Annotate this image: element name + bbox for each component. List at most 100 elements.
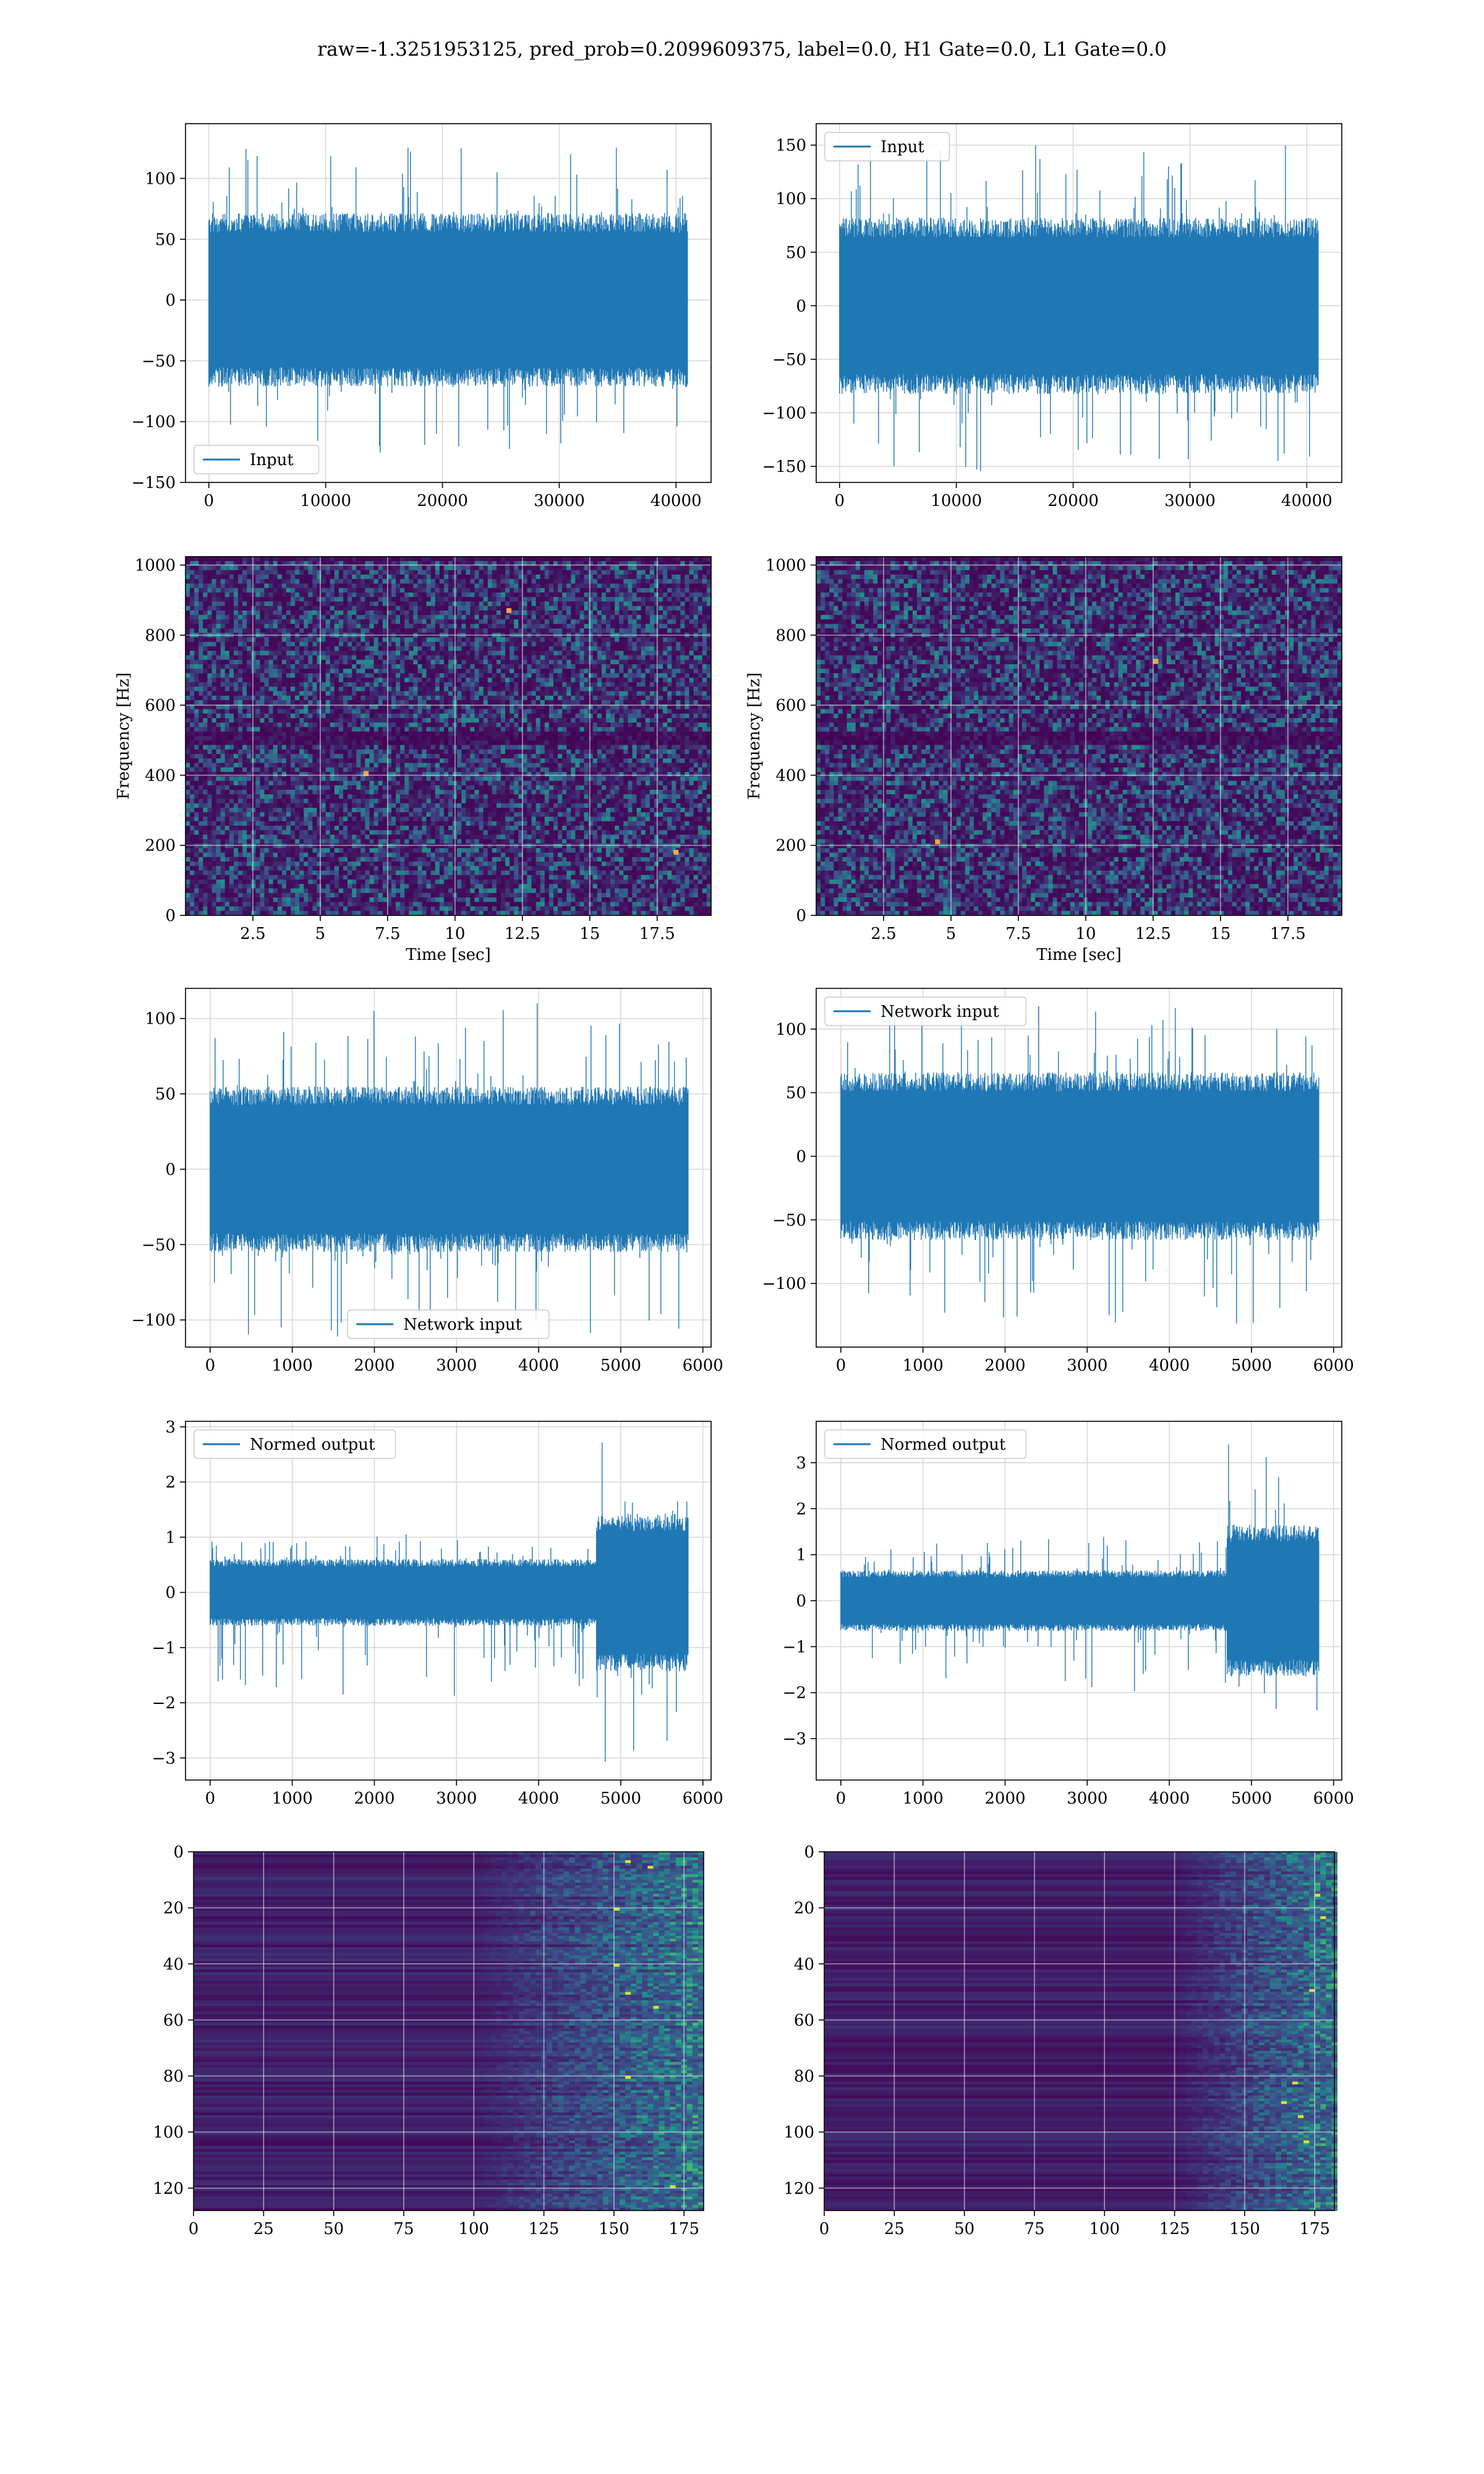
heatmap-cell	[466, 584, 471, 589]
heatmap-cell	[186, 566, 190, 571]
heatmap-cell	[295, 664, 300, 669]
heatmap-cell	[440, 579, 445, 584]
heatmap-cell	[391, 615, 396, 620]
heatmap-cell	[466, 575, 471, 580]
heatmap-cell	[470, 579, 475, 584]
heatmap-cell	[251, 620, 256, 625]
heatmap-cell	[207, 624, 212, 629]
heatmap-cell	[225, 584, 230, 589]
heatmap-cell	[527, 664, 532, 669]
heatmap-cell	[352, 651, 357, 656]
heatmap-cell	[417, 588, 422, 593]
heatmap-cell	[295, 566, 300, 571]
heatmap-cell	[225, 597, 230, 602]
heatmap-cell	[580, 584, 585, 589]
heatmap-cell	[282, 597, 287, 602]
heatmap-cell	[404, 579, 409, 584]
heatmap-cell	[663, 651, 668, 656]
heatmap-cell	[269, 638, 274, 643]
heatmap-cell	[291, 615, 296, 620]
heatmap-cell	[422, 624, 427, 629]
heatmap-cell	[374, 579, 379, 584]
heatmap-cell	[505, 579, 510, 584]
heatmap-cell	[593, 588, 598, 593]
heatmap-cell	[317, 615, 322, 620]
heatmap-cell	[238, 615, 243, 620]
heatmap-cell	[295, 651, 300, 656]
heatmap-cell	[404, 570, 409, 575]
heatmap-cell	[365, 588, 370, 593]
heatmap-cell	[522, 610, 527, 615]
heatmap-cell	[558, 593, 563, 597]
heatmap-cell	[545, 597, 550, 602]
heatmap-cell	[619, 570, 624, 575]
heatmap-cell	[492, 642, 497, 647]
heatmap-cell	[676, 638, 681, 643]
heatmap-cell	[225, 638, 230, 643]
heatmap-cell	[322, 606, 326, 611]
heatmap-cell	[663, 642, 668, 647]
heatmap-cell	[628, 610, 633, 615]
heatmap-cell	[628, 651, 633, 656]
x-tick-label: 40000	[650, 492, 702, 510]
heatmap-cell	[365, 628, 370, 633]
heatmap-cell	[558, 579, 563, 584]
heatmap-cell	[527, 628, 532, 633]
y-tick-label: 150	[775, 137, 806, 155]
heatmap-cell	[435, 557, 440, 562]
heatmap-cell	[198, 606, 203, 611]
heatmap-cell	[501, 620, 506, 625]
heatmap-cell	[370, 664, 375, 669]
heatmap-cell	[606, 624, 611, 629]
heatmap-cell	[286, 615, 291, 620]
heatmap-cell	[650, 615, 655, 620]
heatmap-cell	[335, 602, 339, 607]
heatmap-cell	[278, 628, 283, 633]
heatmap-cell	[383, 642, 388, 647]
heatmap-cell	[356, 628, 361, 633]
heatmap-cell	[610, 615, 615, 620]
heatmap-cell	[702, 656, 707, 661]
heatmap-cell	[527, 575, 532, 580]
heatmap-cell	[255, 646, 260, 651]
heatmap-cell	[444, 602, 449, 607]
heatmap-cell	[317, 593, 322, 597]
heatmap-cell	[409, 570, 414, 575]
heatmap-cell	[510, 646, 514, 651]
heatmap-cell	[229, 628, 234, 633]
heatmap-cell	[278, 651, 283, 656]
heatmap-cell	[435, 646, 440, 651]
heatmap-cell	[212, 566, 217, 571]
heatmap-cell	[251, 584, 256, 589]
heatmap-cell	[580, 588, 585, 593]
heatmap-cell	[549, 610, 554, 615]
heatmap-cell	[400, 570, 405, 575]
heatmap-cell	[659, 664, 663, 669]
heatmap-cell	[427, 628, 432, 633]
heatmap-cell	[562, 593, 567, 597]
heatmap-cell	[558, 606, 563, 611]
heatmap-cell	[391, 660, 396, 665]
heatmap-cell	[575, 664, 580, 669]
heatmap-cell	[431, 606, 436, 611]
heatmap-cell	[545, 570, 550, 575]
heatmap-cell	[295, 584, 300, 589]
heatmap-cell	[484, 628, 488, 633]
heatmap-cell	[505, 660, 510, 665]
heatmap-cell	[444, 593, 449, 597]
heatmap-cell	[448, 606, 453, 611]
heatmap-cell	[312, 624, 317, 629]
heatmap-cell	[431, 651, 436, 656]
heatmap-cell	[396, 588, 401, 593]
heatmap-cell	[203, 566, 208, 571]
heatmap-cell	[304, 628, 309, 633]
heatmap-cell	[633, 620, 638, 625]
heatmap-cell	[584, 597, 589, 602]
heatmap-cell	[497, 660, 501, 665]
heatmap-cell	[461, 566, 466, 571]
heatmap-cell	[667, 570, 672, 575]
heatmap-cell	[637, 610, 642, 615]
heatmap-cell	[479, 660, 484, 665]
heatmap-cell	[646, 570, 650, 575]
heatmap-cell	[466, 615, 471, 620]
